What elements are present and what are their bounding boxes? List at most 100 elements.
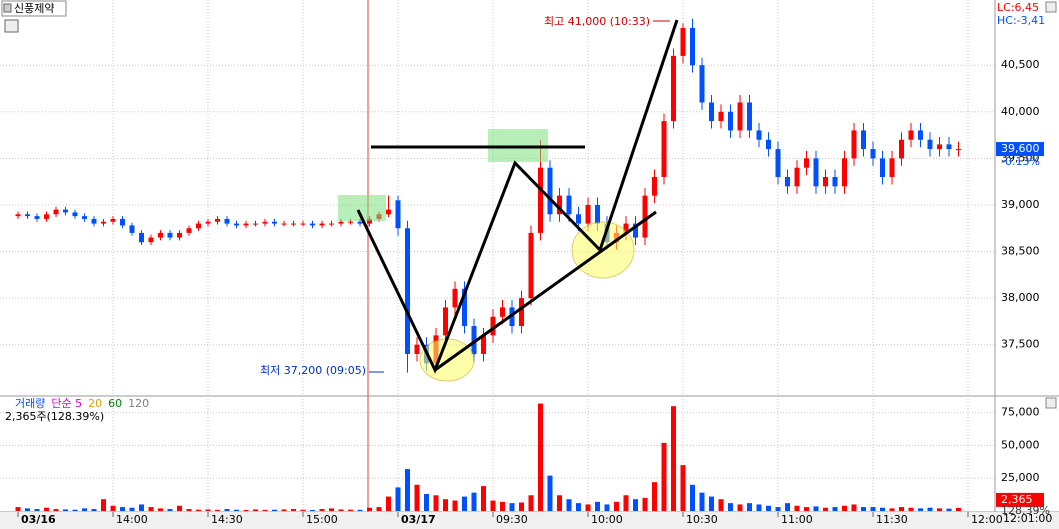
y-tick-label: 40,000 [1001, 105, 1040, 118]
y-tick-label: 40,500 [1001, 58, 1040, 71]
candle-body [205, 221, 211, 224]
volume-bar [547, 475, 553, 511]
volume-bar [234, 509, 239, 511]
volume-bar [15, 507, 21, 511]
candle-body [851, 130, 857, 159]
candle-body [661, 121, 667, 178]
candle-body [452, 288, 458, 308]
candle-body [728, 111, 733, 131]
candle-body [547, 167, 553, 215]
last-volume-ratio: 128.39% [1001, 504, 1050, 517]
candle-body [652, 177, 657, 196]
x-tick-label: 15:00 [306, 513, 338, 526]
candle-body [44, 214, 49, 219]
scroll-button[interactable] [1045, 1, 1057, 13]
candle-body [395, 200, 401, 229]
candle-body [25, 214, 30, 217]
candle-body [918, 130, 923, 140]
legend-label: 단순 5 [51, 397, 82, 410]
y-tick-label: 50,000 [1001, 438, 1040, 451]
candle-body [823, 177, 828, 187]
volume-bar [281, 509, 287, 511]
candle-body [937, 144, 942, 150]
volume-bar [794, 505, 800, 511]
volume-bar [158, 508, 163, 511]
volume-bar [462, 496, 467, 511]
candle-body [832, 177, 838, 187]
x-tick-label: 11:30 [876, 513, 908, 526]
volume-bar [775, 507, 781, 511]
candle-body [348, 221, 353, 223]
volume-bar [832, 507, 838, 511]
candle-body [737, 102, 743, 131]
candle-body [234, 223, 239, 226]
candle-body [861, 130, 866, 150]
volume-bar [338, 509, 344, 511]
candle-body [804, 158, 809, 168]
volume-bar [566, 499, 572, 511]
volume-bar [509, 503, 515, 511]
y-tick-label: 38,500 [1001, 245, 1040, 258]
time-label: 12:01:00 [1003, 512, 1052, 525]
candle-body [120, 218, 125, 226]
candle-body [262, 221, 268, 224]
title-icon [3, 3, 12, 13]
candle-body [766, 139, 771, 150]
volume-bar [443, 499, 448, 511]
volume-bar [728, 503, 733, 511]
x-tick-label: 09:30 [496, 513, 528, 526]
candle-body [158, 232, 163, 238]
volume-bar [918, 508, 923, 511]
pattern-overlay [338, 19, 679, 382]
volume-bar [224, 509, 230, 511]
volume-bar [414, 484, 420, 511]
grid-icon[interactable] [4, 19, 19, 33]
volume-bar [272, 509, 277, 511]
hc-label: HC:-3,41 [997, 14, 1045, 27]
volume-bar [813, 506, 819, 511]
title-box[interactable] [1, 0, 67, 17]
candle-body [443, 307, 448, 336]
volume-bar [709, 496, 714, 511]
candle-body [110, 218, 116, 222]
candle-body [747, 102, 752, 131]
volume-bar [756, 504, 762, 511]
volume-bar [671, 406, 676, 511]
volume-bar [642, 497, 648, 511]
candle-body [319, 223, 325, 226]
candle-body [414, 344, 420, 355]
candle-body [15, 214, 21, 217]
candle-body [642, 195, 648, 238]
last-volume-box [996, 492, 1044, 507]
x-tick-label: 12:00 [971, 513, 1003, 526]
volume-bar [72, 509, 78, 511]
lc-label: LC:6,45 [997, 1, 1039, 14]
volume-bar [661, 442, 667, 511]
x-tick-label: 10:00 [591, 513, 623, 526]
volume-bar [500, 501, 505, 511]
volume-bar [680, 465, 686, 511]
volume-bar [842, 505, 847, 511]
legend-label: 20 [88, 397, 102, 410]
volume-bar [804, 507, 809, 511]
low-annotation: 최저 37,200 (09:05) [260, 364, 366, 377]
scroll-button[interactable] [1045, 397, 1057, 409]
volume-bar [937, 508, 942, 511]
candle-body [946, 144, 952, 150]
candle-body [291, 223, 296, 225]
y-tick-label: 75,000 [1001, 406, 1040, 419]
volume-bar [908, 507, 914, 511]
volume-bar [310, 509, 315, 511]
volume-bar [946, 508, 952, 511]
volume-bar [956, 507, 961, 511]
candle-body [880, 158, 885, 178]
volume-bar [424, 493, 429, 511]
candle-body [82, 216, 87, 219]
volume-bar [585, 504, 591, 511]
volume-bar [889, 508, 895, 511]
volume-bar [395, 487, 401, 511]
candle-body [576, 214, 581, 224]
volume-bar [300, 509, 306, 511]
volume-bar [243, 509, 249, 511]
volume-bar [25, 508, 30, 511]
